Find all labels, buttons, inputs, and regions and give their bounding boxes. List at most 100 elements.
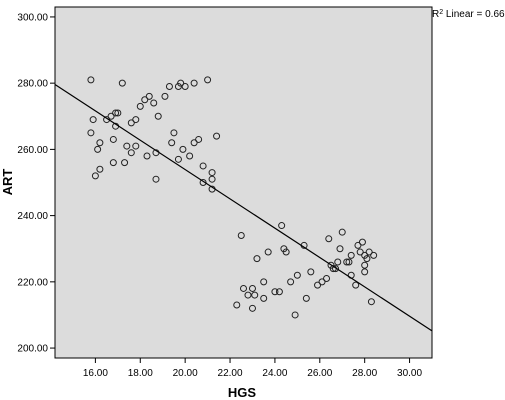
- data-point: [251, 291, 259, 299]
- data-point: [325, 235, 333, 243]
- data-point: [354, 241, 362, 249]
- data-point: [332, 265, 340, 273]
- data-point: [168, 139, 176, 147]
- data-point: [190, 139, 198, 147]
- x-tick-label: 28.00: [352, 368, 377, 379]
- data-point: [161, 92, 169, 100]
- data-point: [282, 248, 290, 256]
- data-point: [260, 294, 268, 302]
- data-point: [253, 255, 261, 263]
- data-point: [145, 92, 153, 100]
- data-point: [190, 79, 198, 87]
- data-point: [275, 288, 283, 296]
- data-point: [208, 169, 216, 177]
- data-point: [152, 175, 160, 183]
- data-point: [356, 248, 364, 256]
- data-point: [132, 116, 140, 124]
- data-point: [248, 304, 256, 312]
- data-point: [195, 135, 203, 143]
- data-point: [170, 129, 178, 137]
- data-point: [154, 112, 162, 120]
- data-point: [264, 248, 272, 256]
- x-tick-label: 20.00: [173, 368, 198, 379]
- data-point: [287, 278, 295, 286]
- data-point: [323, 275, 331, 283]
- data-point: [345, 258, 353, 266]
- data-point: [361, 268, 369, 276]
- x-tick-label: 16.00: [83, 368, 108, 379]
- data-point: [87, 76, 95, 84]
- data-point: [336, 245, 344, 253]
- plot-area: [54, 6, 433, 359]
- data-point: [123, 142, 131, 150]
- data-point: [307, 268, 315, 276]
- x-tick-label: 18.00: [128, 368, 153, 379]
- data-point: [107, 112, 115, 120]
- data-point: [248, 284, 256, 292]
- data-point: [174, 155, 182, 163]
- data-point: [240, 284, 247, 292]
- data-point: [314, 281, 322, 289]
- y-tick-label: 220.00: [17, 277, 48, 288]
- data-point: [127, 119, 135, 127]
- data-point: [96, 165, 104, 173]
- y-tick-label: 260.00: [17, 145, 48, 156]
- data-point: [293, 271, 301, 279]
- data-point: [271, 288, 279, 296]
- data-point: [367, 298, 375, 306]
- data-point: [114, 109, 122, 117]
- data-point: [199, 162, 207, 170]
- data-point: [87, 129, 95, 137]
- data-point: [260, 278, 268, 286]
- data-point: [199, 179, 207, 186]
- data-point: [204, 76, 212, 84]
- data-point: [291, 311, 299, 319]
- data-point: [136, 102, 144, 110]
- data-point: [94, 145, 102, 153]
- data-point: [213, 132, 221, 140]
- data-point: [302, 294, 310, 302]
- data-point: [347, 251, 355, 259]
- y-tick-label: 240.00: [17, 211, 48, 222]
- data-point: [109, 159, 117, 167]
- x-tick-label: 22.00: [218, 368, 243, 379]
- y-tick-label: 200.00: [17, 344, 48, 355]
- y-axis-title: ART: [0, 169, 15, 196]
- x-tick-label: 24.00: [262, 368, 287, 379]
- data-point: [244, 291, 252, 299]
- data-point: [89, 116, 97, 124]
- data-point: [237, 231, 245, 239]
- data-point: [233, 301, 241, 309]
- data-point: [179, 145, 187, 153]
- data-point: [186, 152, 194, 160]
- y-tick-label: 280.00: [17, 79, 48, 90]
- data-point: [181, 82, 189, 90]
- x-axis-title: HGS: [228, 385, 257, 400]
- data-points: [87, 76, 378, 319]
- data-point: [338, 228, 346, 236]
- data-point: [352, 281, 360, 289]
- data-point: [361, 261, 369, 269]
- data-point: [150, 99, 158, 107]
- data-point: [208, 175, 216, 183]
- data-point: [91, 172, 99, 180]
- regression-line: [54, 83, 433, 332]
- y-tick-label: 300.00: [17, 12, 48, 23]
- data-point: [361, 251, 369, 259]
- data-point: [132, 142, 140, 150]
- data-point: [365, 248, 373, 256]
- data-point: [334, 258, 342, 266]
- data-point: [118, 79, 126, 87]
- data-point: [165, 82, 173, 90]
- data-point: [278, 222, 286, 230]
- data-point: [177, 79, 185, 87]
- data-point: [343, 258, 351, 266]
- data-point: [109, 135, 117, 143]
- data-point: [141, 96, 149, 104]
- data-point: [358, 238, 366, 246]
- data-point: [121, 159, 129, 167]
- data-point: [143, 152, 151, 160]
- data-point: [370, 251, 378, 259]
- data-point: [112, 109, 120, 117]
